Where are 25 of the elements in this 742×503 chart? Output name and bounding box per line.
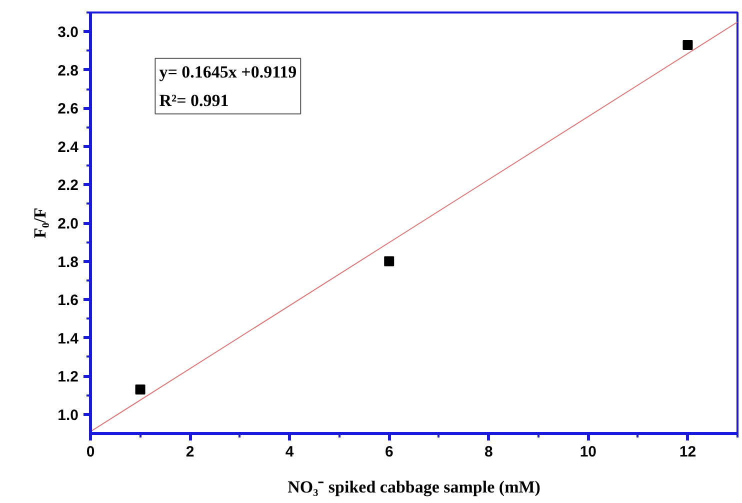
point <box>135 384 146 394</box>
annotation: y= 0.1645x +0.9119 <box>159 62 297 82</box>
x-tick-label: 10 <box>580 444 597 460</box>
x-axis-title: NO₃⁻ spiked cabbage sample (mM) <box>288 478 540 496</box>
y-tick-label: 1.6 <box>58 292 79 310</box>
y-tick-label: 3.0 <box>58 24 79 42</box>
y-tick-label: 2.0 <box>58 216 79 232</box>
y-axis-title: F₀/F <box>30 208 50 238</box>
x-tick-label: 6 <box>384 444 394 460</box>
x-tick-label: 0 <box>86 444 95 460</box>
y-tick-label: 1.0 <box>58 406 79 424</box>
x-tick-label: 12 <box>679 444 696 460</box>
y-tick-label: 2.2 <box>58 177 79 194</box>
annotation: R²= 0.991 <box>159 90 229 110</box>
y-tick-label: 1.2 <box>58 368 79 386</box>
y-tick-label: 2.4 <box>58 138 80 156</box>
point <box>682 40 693 50</box>
y-tick-label: 1.4 <box>58 330 80 348</box>
x-tick-label: 4 <box>285 444 294 460</box>
x-tick-label: 8 <box>484 444 493 460</box>
point <box>384 256 394 266</box>
y-tick-label: 1.8 <box>58 254 79 271</box>
y-tick-label: 2.8 <box>58 62 79 80</box>
x-tick-label: 2 <box>186 444 194 460</box>
y-tick-label: 2.6 <box>58 100 79 118</box>
